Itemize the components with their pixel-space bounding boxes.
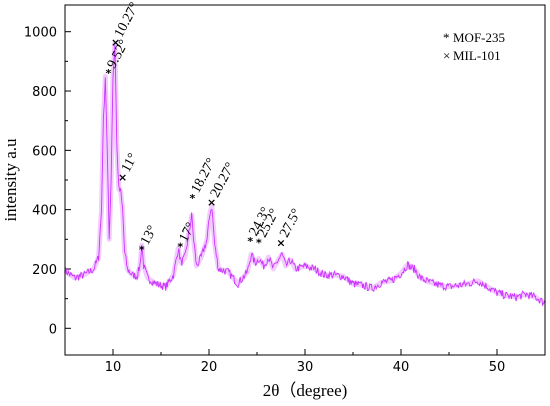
peak-marker-2: ×: [118, 171, 127, 184]
legend-label-mil: MIL-101: [453, 48, 501, 63]
peak-label-1: 10.27°: [112, 0, 143, 40]
peak-marker-5: *: [190, 192, 196, 205]
x-tick-label-10: 10: [105, 360, 122, 375]
peak-marker-4: *: [177, 241, 183, 254]
x-tick-label-20: 20: [201, 360, 218, 375]
series-group: [63, 41, 547, 307]
legend: * MOF-235 × MIL-101: [443, 30, 505, 63]
peak-marker-8: *: [256, 236, 262, 249]
x-tick-label-40: 40: [393, 360, 410, 375]
peak-marker-0: *: [106, 67, 112, 80]
annotation-group: *9.52°×10.27°×11°*13° *17°*18.27°×20.27°*…: [105, 0, 305, 257]
y-axis-label: intensity a.u: [1, 138, 20, 222]
legend-label-mof: MOF-235: [453, 30, 505, 45]
y-tick-label-200: 200: [32, 263, 57, 278]
axis-ticks: 10 20 30 40 50 0 200 400 600 800 1000: [24, 26, 546, 375]
peak-marker-7: *: [247, 235, 253, 248]
legend-symbol-mil: ×: [443, 48, 450, 63]
peak-marker-3: *: [139, 244, 145, 257]
peak-marker-1: ×: [111, 36, 120, 49]
y-tick-label-1000: 1000: [24, 26, 57, 41]
x-tick-label-50: 50: [489, 360, 506, 375]
peak-marker-9: ×: [276, 236, 285, 249]
y-tick-label-800: 800: [32, 85, 57, 100]
x-tick-label-30: 30: [297, 360, 314, 375]
peak-marker-6: ×: [207, 196, 216, 209]
y-tick-label-0: 0: [49, 322, 57, 337]
series-line-0: [64, 44, 546, 307]
plot-frame: [64, 4, 546, 356]
y-tick-label-400: 400: [32, 204, 57, 219]
x-axis-label: 2θ（degree): [263, 381, 348, 400]
y-tick-label-600: 600: [32, 144, 57, 159]
legend-symbol-mof: *: [443, 30, 450, 45]
peak-label-9: 27.5°: [277, 207, 304, 241]
